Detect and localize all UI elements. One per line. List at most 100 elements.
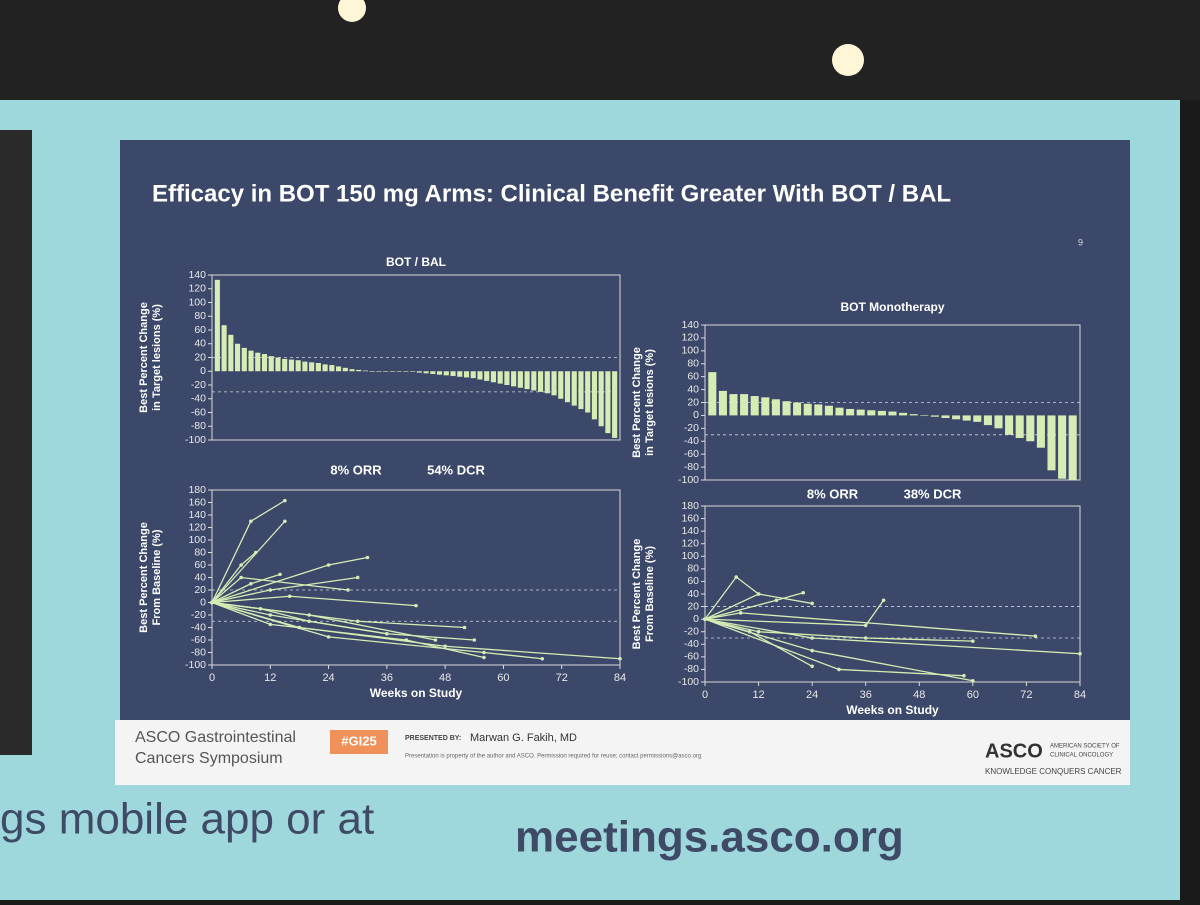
bar <box>295 360 301 372</box>
y-axis-label: Best Percent Change <box>138 302 150 413</box>
point <box>837 667 841 672</box>
bar <box>235 343 241 372</box>
y-tick-label: 40 <box>194 571 206 583</box>
bar <box>248 350 254 372</box>
bar <box>403 371 409 372</box>
bar <box>362 370 369 372</box>
point <box>307 613 311 617</box>
bar <box>551 371 557 396</box>
bar <box>708 372 717 416</box>
point <box>618 656 622 661</box>
y-tick-label: -20 <box>191 609 206 621</box>
bar <box>973 415 982 422</box>
bar <box>1058 415 1067 479</box>
y-tick-label: -80 <box>684 663 699 675</box>
bar <box>342 367 348 372</box>
point <box>482 655 486 660</box>
y-tick-label: 60 <box>194 324 206 336</box>
point <box>810 601 814 606</box>
bar <box>450 371 456 377</box>
point <box>801 590 806 595</box>
point <box>239 575 243 580</box>
bar <box>803 403 812 416</box>
slide-panel <box>120 140 1130 725</box>
x-axis-label: Weeks on Study <box>370 686 463 700</box>
x-tick-label: 72 <box>1020 689 1032 701</box>
point <box>734 575 739 579</box>
y-tick-label: -100 <box>678 474 699 486</box>
bar <box>558 371 564 399</box>
chart-title: BOT Monotherapy <box>841 300 945 314</box>
y-tick-label: -100 <box>185 659 206 671</box>
bar <box>214 279 220 372</box>
bar <box>524 371 530 390</box>
point <box>414 603 418 608</box>
y-tick-label: 160 <box>188 496 206 508</box>
bar <box>477 371 483 380</box>
bar <box>416 371 422 373</box>
point <box>863 636 868 640</box>
point <box>268 588 273 592</box>
bar <box>782 401 791 416</box>
bar <box>856 409 865 416</box>
bar <box>470 371 476 379</box>
y-tick-label: 80 <box>194 310 206 322</box>
annotation: 38% DCR <box>904 486 962 501</box>
footer-org: Cancers Symposium <box>135 750 283 767</box>
bar <box>511 371 517 387</box>
bar <box>718 390 727 416</box>
bar <box>221 325 227 372</box>
point <box>462 625 467 630</box>
point <box>249 519 253 524</box>
y-tick-label: 0 <box>693 613 699 625</box>
point <box>249 581 253 586</box>
asco-name: CLINICAL ONCOLOGY <box>1050 753 1113 759</box>
series-line <box>704 618 973 642</box>
chart-title: BOT / BAL <box>386 255 446 269</box>
bar <box>835 407 844 416</box>
y-axis-label: From Baseline (%) <box>644 546 656 642</box>
bar <box>376 371 382 372</box>
footer-org: ASCO Gastrointestinal <box>135 729 296 746</box>
point <box>971 678 975 683</box>
bar <box>369 371 375 372</box>
presenter: Marwan G. Fakih, MD <box>470 732 577 744</box>
bar <box>544 371 550 394</box>
point <box>239 563 243 567</box>
y-tick-label: 120 <box>681 332 699 344</box>
y-tick-label: 40 <box>194 338 206 350</box>
y-tick-label: 180 <box>188 484 206 496</box>
point <box>703 617 707 621</box>
y-tick-label: 60 <box>687 370 699 382</box>
point <box>810 664 814 669</box>
x-tick-label: 0 <box>209 672 215 684</box>
bar <box>437 371 443 375</box>
bar <box>1036 415 1045 448</box>
y-tick-label: 60 <box>687 575 699 587</box>
point <box>268 622 273 627</box>
bar <box>282 358 288 372</box>
bar <box>564 371 571 403</box>
bar <box>952 415 961 420</box>
bar <box>389 371 395 372</box>
light <box>832 44 864 76</box>
tagline: KNOWLEDGE CONQUERS CANCER <box>985 767 1122 776</box>
point <box>472 638 477 642</box>
point <box>365 555 370 560</box>
y-tick-label: 20 <box>687 600 699 612</box>
bar <box>771 399 780 416</box>
point <box>443 644 447 649</box>
series-line <box>211 520 286 603</box>
bar <box>504 371 510 385</box>
bar <box>941 415 950 418</box>
bar <box>867 410 876 416</box>
banner-url: meetings.asco.org <box>515 813 904 862</box>
bar <box>920 415 929 417</box>
bar <box>356 369 362 372</box>
slide-title: Efficacy in BOT 150 mg Arms: Clinical Be… <box>152 180 951 207</box>
bar <box>740 394 749 416</box>
point <box>404 638 409 642</box>
y-tick-label: -40 <box>191 621 206 633</box>
y-tick-label: -60 <box>191 406 206 418</box>
